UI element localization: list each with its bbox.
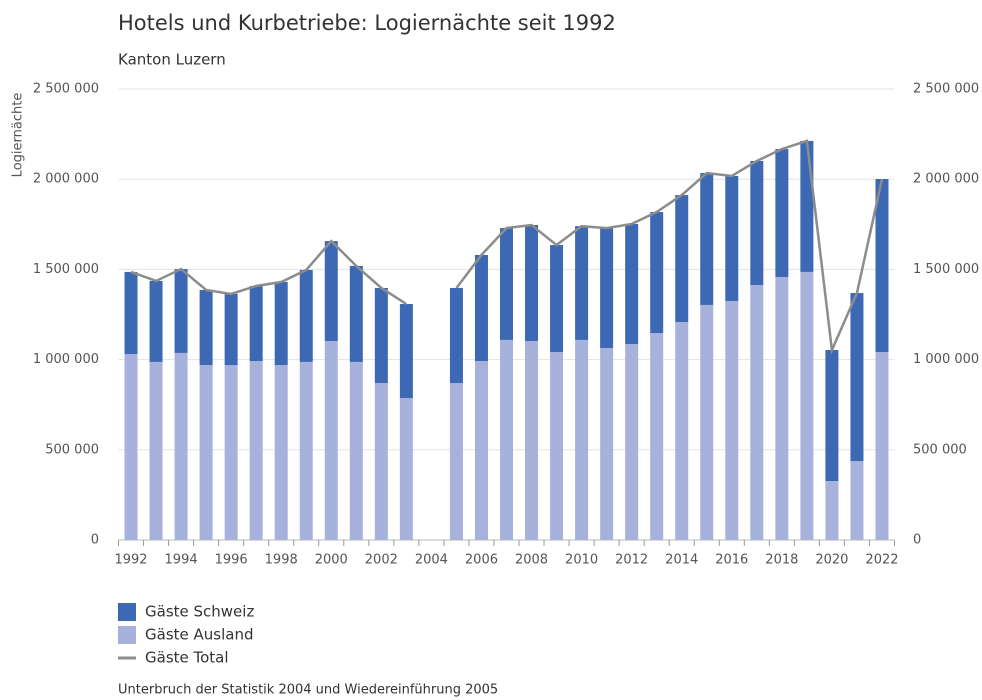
chart-subtitle: Kanton Luzern bbox=[118, 51, 226, 69]
bar bbox=[349, 265, 363, 362]
bar bbox=[249, 361, 263, 540]
bar bbox=[500, 339, 513, 540]
bar bbox=[324, 241, 338, 342]
bar bbox=[725, 300, 739, 540]
y2-tick-label: 1 000 000 bbox=[913, 352, 979, 367]
bar bbox=[575, 226, 589, 340]
x-tick-label: 2002 bbox=[365, 553, 398, 568]
bar bbox=[525, 225, 539, 342]
bar bbox=[199, 365, 213, 540]
y-tick-label: 0 bbox=[91, 533, 99, 548]
bar bbox=[725, 175, 739, 301]
bar bbox=[650, 333, 664, 540]
bar bbox=[149, 280, 163, 362]
bar bbox=[700, 304, 714, 540]
x-tick-label: 2000 bbox=[315, 553, 348, 568]
x-tick-label: 2022 bbox=[865, 553, 898, 568]
bar bbox=[850, 460, 864, 540]
y-axis-label: Logiernächte bbox=[11, 93, 26, 178]
bar bbox=[124, 354, 138, 540]
bar bbox=[474, 361, 488, 540]
x-tick-label: 1992 bbox=[114, 553, 147, 568]
y2-tick-label: 2 500 000 bbox=[913, 82, 979, 97]
bar bbox=[625, 223, 639, 345]
bar bbox=[449, 287, 463, 384]
y-tick-label: 500 000 bbox=[45, 442, 99, 457]
x-tick-label: 2008 bbox=[515, 553, 548, 568]
chart-title: Hotels und Kurbetriebe: Logiernächte sei… bbox=[118, 11, 616, 35]
bar bbox=[500, 228, 513, 340]
bar bbox=[600, 348, 614, 540]
legend-label: Gäste Schweiz bbox=[145, 603, 254, 621]
bar bbox=[750, 285, 764, 540]
bar bbox=[775, 276, 789, 540]
bar bbox=[449, 383, 463, 540]
legend-label: Gäste Total bbox=[145, 649, 229, 667]
bar bbox=[324, 341, 338, 540]
bar bbox=[349, 361, 363, 540]
y2-tick-label: 500 000 bbox=[913, 442, 967, 457]
bar bbox=[875, 352, 889, 540]
bar bbox=[374, 287, 388, 384]
legend-swatch bbox=[118, 626, 136, 644]
y2-tick-label: 0 bbox=[913, 533, 921, 548]
bar bbox=[825, 481, 839, 540]
bar bbox=[875, 179, 889, 353]
y-tick-label: 2 500 000 bbox=[33, 82, 99, 97]
bar bbox=[224, 293, 238, 366]
x-tick-label: 2006 bbox=[465, 553, 498, 568]
bar bbox=[274, 282, 288, 366]
y-tick-label: 2 000 000 bbox=[33, 172, 99, 187]
x-tick-label: 2018 bbox=[765, 553, 798, 568]
bar bbox=[224, 365, 238, 540]
bar bbox=[550, 352, 564, 540]
bar bbox=[775, 149, 789, 277]
bar bbox=[374, 383, 388, 540]
x-tick-label: 1998 bbox=[265, 553, 298, 568]
bar bbox=[800, 140, 814, 272]
bar bbox=[700, 173, 714, 305]
x-tick-label: 2010 bbox=[565, 553, 598, 568]
line bbox=[130, 139, 884, 355]
bar bbox=[474, 254, 488, 362]
bar bbox=[525, 341, 539, 540]
bar bbox=[550, 245, 564, 353]
bar bbox=[399, 398, 413, 540]
bar bbox=[575, 339, 589, 540]
bar bbox=[249, 285, 263, 362]
bar bbox=[299, 269, 313, 362]
bar bbox=[174, 352, 188, 540]
x-tick-label: 2014 bbox=[665, 553, 698, 568]
x-tick-label: 2012 bbox=[615, 553, 648, 568]
legend-swatch bbox=[118, 603, 136, 621]
y-tick-label: 1 500 000 bbox=[33, 262, 99, 277]
bar bbox=[750, 160, 764, 286]
bar bbox=[399, 304, 413, 399]
x-tick-label: 2016 bbox=[715, 553, 748, 568]
bar bbox=[675, 195, 689, 323]
bar bbox=[174, 269, 188, 353]
bar bbox=[124, 271, 138, 355]
x-tick-label: 2004 bbox=[415, 553, 448, 568]
y-tick-label: 1 000 000 bbox=[33, 352, 99, 367]
bar bbox=[675, 322, 689, 540]
bar bbox=[850, 293, 864, 461]
bar bbox=[625, 344, 639, 540]
bar bbox=[825, 350, 839, 482]
bar bbox=[299, 361, 313, 540]
x-tick-label: 1996 bbox=[215, 553, 248, 568]
bar bbox=[274, 365, 288, 540]
bar bbox=[149, 361, 163, 540]
y2-tick-label: 1 500 000 bbox=[913, 262, 979, 277]
x-tick-label: 2020 bbox=[815, 553, 848, 568]
x-tick-label: 1994 bbox=[165, 553, 198, 568]
y2-tick-label: 2 000 000 bbox=[913, 172, 979, 187]
legend-label: Gäste Ausland bbox=[145, 626, 253, 644]
footnote: Unterbruch der Statistik 2004 und Wieder… bbox=[118, 683, 498, 698]
bar bbox=[199, 289, 213, 366]
bar bbox=[600, 228, 614, 349]
bar bbox=[650, 212, 664, 334]
bar bbox=[800, 271, 814, 540]
